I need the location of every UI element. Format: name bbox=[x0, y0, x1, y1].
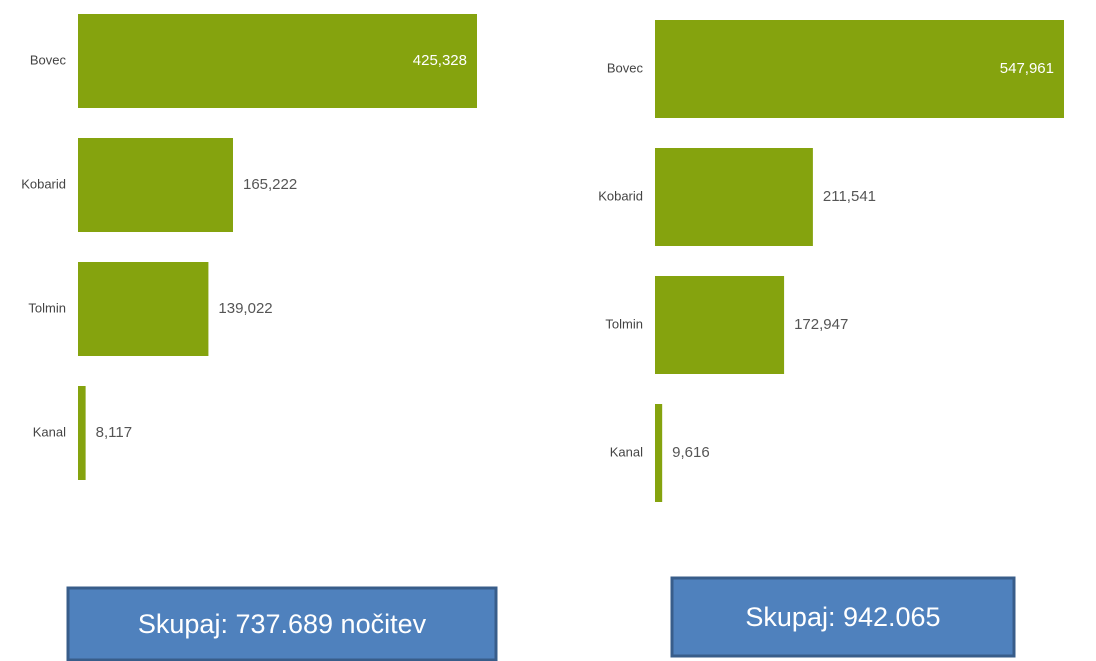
bar bbox=[78, 386, 86, 480]
value-label: 9,616 bbox=[672, 444, 710, 461]
category-label: Tolmin bbox=[605, 316, 643, 331]
value-label: 8,117 bbox=[96, 424, 132, 441]
category-label: Bovec bbox=[607, 60, 644, 75]
total-box bbox=[66, 586, 498, 661]
category-label: Tolmin bbox=[28, 300, 66, 315]
value-label: 172,947 bbox=[794, 316, 848, 333]
category-label: Kobarid bbox=[598, 188, 643, 203]
value-label: 139,022 bbox=[218, 300, 272, 317]
value-label: 425,328 bbox=[413, 52, 467, 69]
category-label: Kobarid bbox=[21, 176, 66, 191]
bar bbox=[655, 276, 785, 374]
total-text: Skupaj: 942.065 bbox=[745, 602, 940, 632]
value-label: 211,541 bbox=[823, 188, 876, 205]
bar bbox=[655, 148, 813, 246]
total-text: Skupaj: 737.689 nočitev bbox=[138, 609, 427, 639]
bar bbox=[655, 404, 663, 502]
total-box bbox=[670, 576, 1016, 658]
category-label: Kanal bbox=[610, 444, 643, 459]
value-label: 547,961 bbox=[1000, 60, 1054, 77]
category-label: Kanal bbox=[33, 424, 66, 439]
value-label: 165,222 bbox=[243, 176, 297, 193]
bar bbox=[78, 14, 477, 108]
bar bbox=[78, 138, 233, 232]
bar bbox=[78, 262, 209, 356]
category-label: Bovec bbox=[30, 52, 67, 67]
bar bbox=[655, 20, 1064, 118]
